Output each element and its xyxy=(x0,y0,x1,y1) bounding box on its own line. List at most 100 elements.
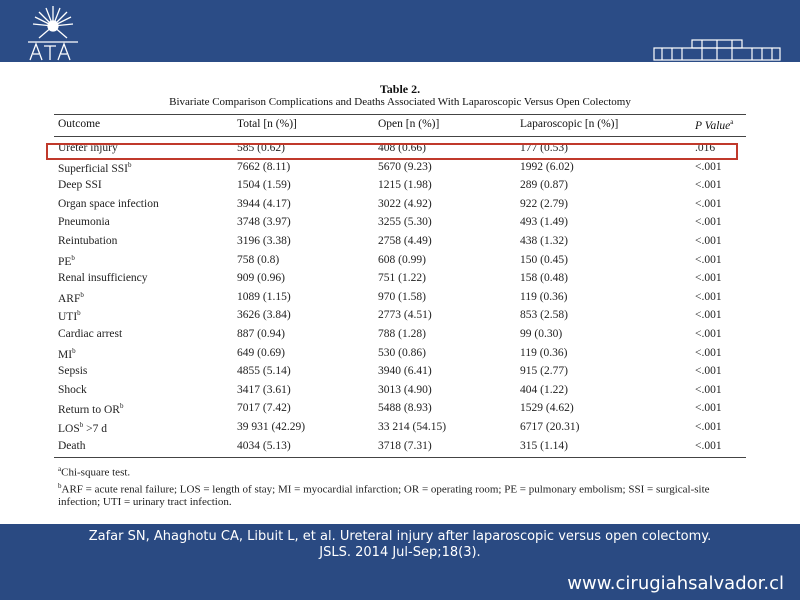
laparoscopic-cell: 1992 (6.02) xyxy=(520,160,574,173)
laparoscopic-cell: 99 (0.30) xyxy=(520,328,563,340)
pvalue-cell: .016 xyxy=(695,142,716,154)
laparoscopic-cell: 150 (0.45) xyxy=(520,253,568,266)
laparoscopic-cell: 177 (0.53) xyxy=(520,142,568,154)
outcome-cell: Organ space infection xyxy=(58,197,159,210)
open-cell: 408 (0.66) xyxy=(378,142,426,154)
open-cell: 2773 (4.51) xyxy=(378,309,432,322)
open-cell: 33 214 (54.15) xyxy=(378,421,447,433)
open-cell: 608 (0.99) xyxy=(378,253,426,266)
total-cell: 1089 (1.15) xyxy=(237,290,291,303)
outcome-cell: Death xyxy=(58,439,86,452)
total-cell: 3417 (3.61) xyxy=(237,383,291,396)
table-row: Return to ORb 7017 (7.42) 5488 (8.93) 1529 … xyxy=(54,402,746,420)
pvalue-cell: <.001 xyxy=(695,216,722,229)
pvalue-cell: <.001 xyxy=(695,309,722,322)
total-cell: 4034 (5.13) xyxy=(237,439,291,452)
pvalue-cell: <.001 xyxy=(695,383,722,396)
header-laparoscopic: Laparoscopic [n (%)] xyxy=(520,118,619,130)
pvalue-cell: <.001 xyxy=(695,328,722,340)
pvalue-cell: <.001 xyxy=(695,421,722,433)
outcome-cell: Superficial SSIb xyxy=(58,160,132,175)
highlight-box-ureter-injury xyxy=(46,143,738,160)
total-cell: 585 (0.62) xyxy=(237,142,285,154)
society-logo-icon xyxy=(28,6,78,61)
header-outcome: Outcome xyxy=(58,118,101,130)
laparoscopic-cell: 119 (0.36) xyxy=(520,346,568,359)
total-cell: 7662 (8.11) xyxy=(237,160,291,173)
table-row: Renal insufficiency 909 (0.96) 751 (1.22) 1… xyxy=(54,272,746,290)
pvalue-cell: <.001 xyxy=(695,197,722,210)
table-row: Shock 3417 (3.61) 3013 (4.90) 404 (1.22) <.0… xyxy=(54,384,746,402)
laparoscopic-cell: 915 (2.77) xyxy=(520,365,568,378)
open-cell: 3022 (4.92) xyxy=(378,197,432,210)
header-band xyxy=(0,0,800,62)
open-cell: 970 (1.58) xyxy=(378,290,426,303)
total-cell: 3748 (3.97) xyxy=(237,216,291,229)
header-total: Total [n (%)] xyxy=(237,118,297,130)
open-cell: 2758 (4.49) xyxy=(378,235,432,247)
laparoscopic-cell: 853 (2.58) xyxy=(520,309,568,322)
outcome-cell: MIb xyxy=(58,346,76,361)
open-cell: 3718 (7.31) xyxy=(378,439,432,452)
open-cell: 530 (0.86) xyxy=(378,346,426,359)
header-pvalue: P Valuea xyxy=(695,118,734,132)
table-row: Sepsis 4855 (5.14) 3940 (6.41) 915 (2.77) <.… xyxy=(54,365,746,383)
open-cell: 3940 (6.41) xyxy=(378,365,432,378)
table-figure: Table 2. Bivariate Comparison Complicati… xyxy=(54,70,746,520)
header-rule xyxy=(54,136,746,137)
bottom-rule xyxy=(54,457,746,458)
laparoscopic-cell: 493 (1.49) xyxy=(520,216,568,229)
open-cell: 788 (1.28) xyxy=(378,328,426,340)
building-icon xyxy=(653,39,781,61)
pvalue-cell: <.001 xyxy=(695,290,722,303)
table-row: Superficial SSIb 7662 (8.11) 5670 (9.23) 19… xyxy=(54,161,746,179)
footnote-a: aChi-square test. xyxy=(58,465,131,479)
outcome-cell: UTIb xyxy=(58,309,81,324)
total-cell: 7017 (7.42) xyxy=(237,402,291,415)
total-cell: 649 (0.69) xyxy=(237,346,285,359)
header-open: Open [n (%)] xyxy=(378,118,440,130)
pvalue-cell: <.001 xyxy=(695,253,722,266)
table-row: Ureter injury 585 (0.62) 408 (0.66) 177 (0.… xyxy=(54,142,746,160)
laparoscopic-cell: 6717 (20.31) xyxy=(520,421,580,433)
laparoscopic-cell: 158 (0.48) xyxy=(520,272,568,285)
table-row: Cardiac arrest 887 (0.94) 788 (1.28) 99 (0.… xyxy=(54,328,746,346)
laparoscopic-cell: 1529 (4.62) xyxy=(520,402,574,415)
pvalue-cell: <.001 xyxy=(695,365,722,378)
table-row: PEb 758 (0.8) 608 (0.99) 150 (0.45) <.001 xyxy=(54,254,746,272)
table-row: Reintubation 3196 (3.38) 2758 (4.49) 438 (1… xyxy=(54,235,746,253)
total-cell: 1504 (1.59) xyxy=(237,179,291,192)
website-url: www.cirugiahsalvador.cl xyxy=(567,573,784,594)
table-row: Death 4034 (5.13) 3718 (7.31) 315 (1.14) <.0… xyxy=(54,440,746,458)
pvalue-cell: <.001 xyxy=(695,402,722,415)
outcome-cell: PEb xyxy=(58,253,75,268)
total-cell: 758 (0.8) xyxy=(237,253,280,266)
outcome-cell: Pneumonia xyxy=(58,216,110,229)
pvalue-cell: <.001 xyxy=(695,346,722,359)
total-cell: 3626 (3.84) xyxy=(237,309,291,322)
table-row: LOSb >7 d 39 931 (42.29) 33 214 (54.15) 671… xyxy=(54,421,746,439)
table-row: Organ space infection 3944 (4.17) 3022 (4.… xyxy=(54,198,746,216)
open-cell: 1215 (1.98) xyxy=(378,179,432,192)
outcome-cell: LOSb >7 d xyxy=(58,421,107,435)
pvalue-cell: <.001 xyxy=(695,272,722,285)
total-cell: 39 931 (42.29) xyxy=(237,421,306,433)
outcome-cell: Renal insufficiency xyxy=(58,272,148,285)
pvalue-cell: <.001 xyxy=(695,179,722,192)
laparoscopic-cell: 438 (1.32) xyxy=(520,235,568,247)
table-subtitle: Bivariate Comparison Complications and D… xyxy=(169,96,631,108)
table-row: Pneumonia 3748 (3.97) 3255 (5.30) 493 (1.49… xyxy=(54,216,746,234)
outcome-cell: Deep SSI xyxy=(58,179,102,192)
outcome-cell: ARFb xyxy=(58,290,84,305)
pvalue-cell: <.001 xyxy=(695,439,722,452)
open-cell: 5488 (8.93) xyxy=(378,402,432,415)
laparoscopic-cell: 315 (1.14) xyxy=(520,439,568,452)
total-cell: 3196 (3.38) xyxy=(237,235,291,247)
open-cell: 3013 (4.90) xyxy=(378,383,432,396)
pvalue-cell: <.001 xyxy=(695,160,722,173)
laparoscopic-cell: 119 (0.36) xyxy=(520,290,568,303)
open-cell: 751 (1.22) xyxy=(378,272,426,285)
outcome-cell: Ureter injury xyxy=(58,142,118,154)
footnote-b: bARF = acute renal failure; LOS = length… xyxy=(58,482,710,508)
pvalue-cell: <.001 xyxy=(695,235,722,247)
